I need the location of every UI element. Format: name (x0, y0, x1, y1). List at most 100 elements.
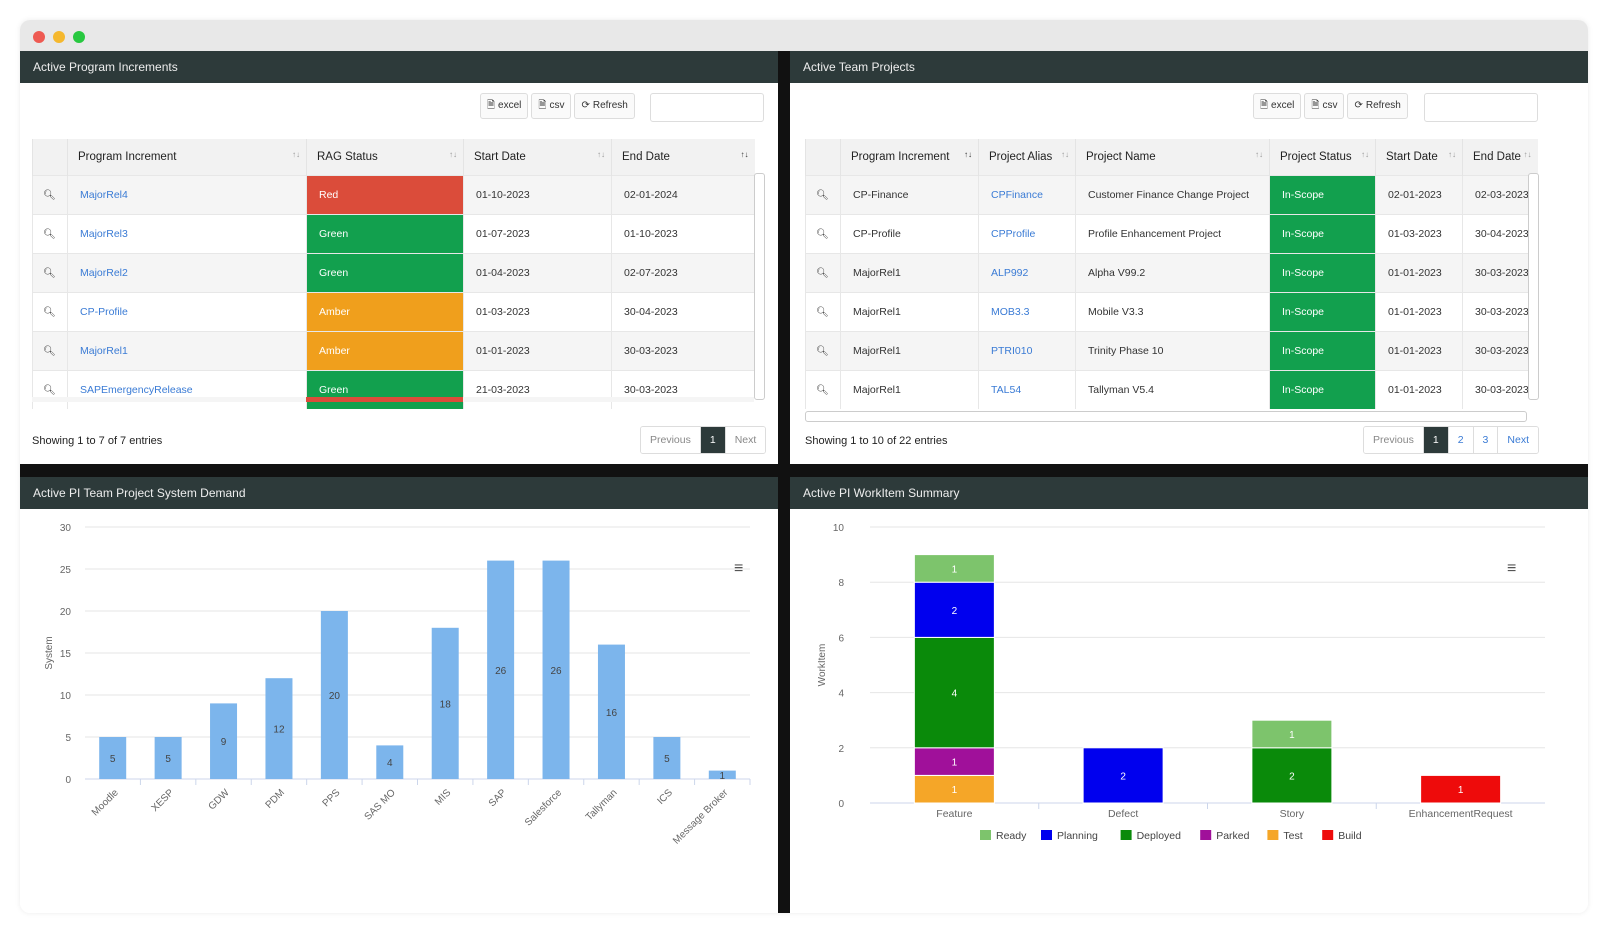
workitem-panel: Active PI WorkItem Summary ≡ 0 2 4 6 8 10 Work… (790, 477, 1588, 913)
sort-icon: ↑↓ (1361, 150, 1369, 159)
bar (431, 627, 459, 779)
legend-label: Build (1338, 830, 1362, 842)
view-icon[interactable]: 🔍︎ (805, 292, 841, 332)
end-date-cell: 30-03-2023 (611, 370, 755, 409)
data-label: 4 (387, 758, 393, 769)
start-date-cell: 01-04-2023 (463, 253, 612, 293)
view-icon[interactable]: 🔍︎ (805, 370, 841, 409)
previous-page-button[interactable]: Previous (1364, 427, 1423, 453)
view-icon[interactable]: 🔍︎ (32, 331, 68, 371)
column-header[interactable]: Program Increment ↑↓ (67, 139, 307, 176)
excel-export-button[interactable]: 🗎 excel (480, 93, 529, 119)
panel-title: Active PI Team Project System Demand (20, 477, 778, 509)
column-header[interactable]: End Date ↑↓ (1462, 139, 1538, 176)
excel-export-button[interactable]: 🗎 excel (1253, 93, 1302, 119)
chart-menu-icon[interactable]: ≡ (1507, 560, 1517, 577)
x-tick-label: SAP (487, 787, 509, 809)
x-tick-label: Moodle (90, 787, 121, 818)
x-tick-label: Feature (936, 808, 972, 820)
project-alias-link[interactable]: MOB3.3 (978, 292, 1076, 332)
page-1-button[interactable]: 1 (699, 427, 725, 453)
panel-title: Active Program Increments (20, 51, 778, 83)
view-icon[interactable]: 🔍︎ (32, 214, 68, 254)
project-alias-link[interactable]: PTRI010 (978, 331, 1076, 371)
page-3-button[interactable]: 3 (1472, 427, 1498, 453)
column-header[interactable]: Program Increment ↑↓ (840, 139, 979, 176)
bar (154, 737, 182, 779)
bar (487, 560, 515, 779)
column-header[interactable]: RAG Status ↑↓ (306, 139, 464, 176)
bar (320, 611, 348, 779)
next-row-rag-cell (306, 397, 463, 402)
view-icon[interactable]: 🔍︎ (32, 292, 68, 332)
maximize-window-icon[interactable] (73, 31, 85, 43)
minimize-window-icon[interactable] (53, 31, 65, 43)
program-increment-link[interactable]: MajorRel1 (67, 331, 307, 371)
next-page-button[interactable]: Next (1497, 427, 1538, 453)
program-increment-link[interactable]: CP-Profile (67, 292, 307, 332)
view-icon[interactable]: 🔍︎ (32, 370, 68, 409)
project-name-cell: Customer Finance Change Project (1075, 175, 1270, 215)
x-tick-label: Salesforce (523, 787, 564, 828)
column-header[interactable]: Project Status ↑↓ (1269, 139, 1376, 176)
data-label: 9 (221, 737, 227, 748)
table-row: 🔍︎ CP-Profile Amber 01-03-2023 30-04-2023 (32, 292, 755, 332)
project-status-cell: In-Scope (1269, 331, 1376, 371)
y-axis-label: System (44, 636, 55, 669)
vertical-scrollbar[interactable] (1528, 173, 1539, 400)
data-label: 1 (1458, 785, 1464, 796)
pi-search-input[interactable] (650, 93, 764, 122)
y-tick-label: 5 (65, 733, 71, 744)
vertical-scrollbar[interactable] (754, 173, 765, 400)
project-alias-link[interactable]: TAL54 (978, 370, 1076, 409)
view-icon[interactable]: 🔍︎ (32, 175, 68, 215)
refresh-button[interactable]: ⟳ Refresh (1347, 93, 1408, 119)
project-alias-link[interactable]: CPProfile (978, 214, 1076, 254)
column-header[interactable]: Start Date ↑↓ (463, 139, 612, 176)
view-icon[interactable]: 🔍︎ (805, 175, 841, 215)
x-tick-label: Tallyman (584, 787, 620, 823)
page-2-button[interactable]: 2 (1447, 427, 1473, 453)
window-titlebar (20, 20, 1588, 52)
program-increment-link[interactable]: MajorRel3 (67, 214, 307, 254)
csv-export-button[interactable]: 🗎 csv (1304, 93, 1345, 119)
column-header[interactable]: Start Date ↑↓ (1375, 139, 1463, 176)
project-name-cell: Trinity Phase 10 (1075, 331, 1270, 371)
end-date-cell: 01-10-2023 (611, 214, 755, 254)
pi-pagination: Previous 1 Next (640, 426, 767, 454)
close-window-icon[interactable] (33, 31, 45, 43)
system-demand-chart: 051015202530System5Moodle5XESP9GDW12PDM2… (44, 523, 751, 847)
end-date-cell: 30-03-2023 (1462, 292, 1538, 332)
table-row: 🔍︎ MajorRel1 Amber 01-01-2023 30-03-2023 (32, 331, 755, 371)
refresh-button[interactable]: ⟳ Refresh (574, 93, 635, 119)
app-window: Active Program Increments 🗎 excel 🗎 csv ⟳ R… (20, 20, 1588, 913)
sort-icon: ↑↓ (1448, 150, 1456, 159)
program-increment-link[interactable]: MajorRel2 (67, 253, 307, 293)
rag-status-cell: Green (306, 214, 464, 254)
x-tick-label: MIS (433, 787, 454, 808)
next-page-button[interactable]: Next (724, 427, 766, 453)
table-row: 🔍︎ CP-Profile CPProfile Profile Enhancement… (805, 214, 1538, 254)
view-icon[interactable]: 🔍︎ (805, 214, 841, 254)
horizontal-scrollbar[interactable] (805, 411, 1527, 422)
end-date-cell: 30-03-2023 (1462, 253, 1538, 293)
page-1-button[interactable]: 1 (1422, 427, 1448, 453)
view-icon[interactable]: 🔍︎ (805, 253, 841, 293)
column-header[interactable]: End Date ↑↓ (611, 139, 755, 176)
column-header[interactable]: Project Name ↑↓ (1075, 139, 1270, 176)
project-alias-link[interactable]: CPFinance (978, 175, 1076, 215)
project-alias-link[interactable]: ALP992 (978, 253, 1076, 293)
view-icon[interactable]: 🔍︎ (32, 253, 68, 293)
previous-page-button[interactable]: Previous (641, 427, 700, 453)
program-increment-link[interactable]: SAPEmergencyRelease (67, 370, 307, 409)
program-increment-link[interactable]: MajorRel4 (67, 175, 307, 215)
csv-export-button[interactable]: 🗎 csv (531, 93, 572, 119)
sort-icon: ↑↓ (964, 150, 972, 159)
tp-search-input[interactable] (1424, 93, 1538, 122)
end-date-cell: 30-04-2023 (1462, 214, 1538, 254)
project-name-cell: Profile Enhancement Project (1075, 214, 1270, 254)
project-name-cell: Alpha V99.2 (1075, 253, 1270, 293)
view-icon[interactable]: 🔍︎ (805, 331, 841, 371)
column-header[interactable]: Project Alias ↑↓ (978, 139, 1076, 176)
data-label: 5 (664, 754, 670, 765)
